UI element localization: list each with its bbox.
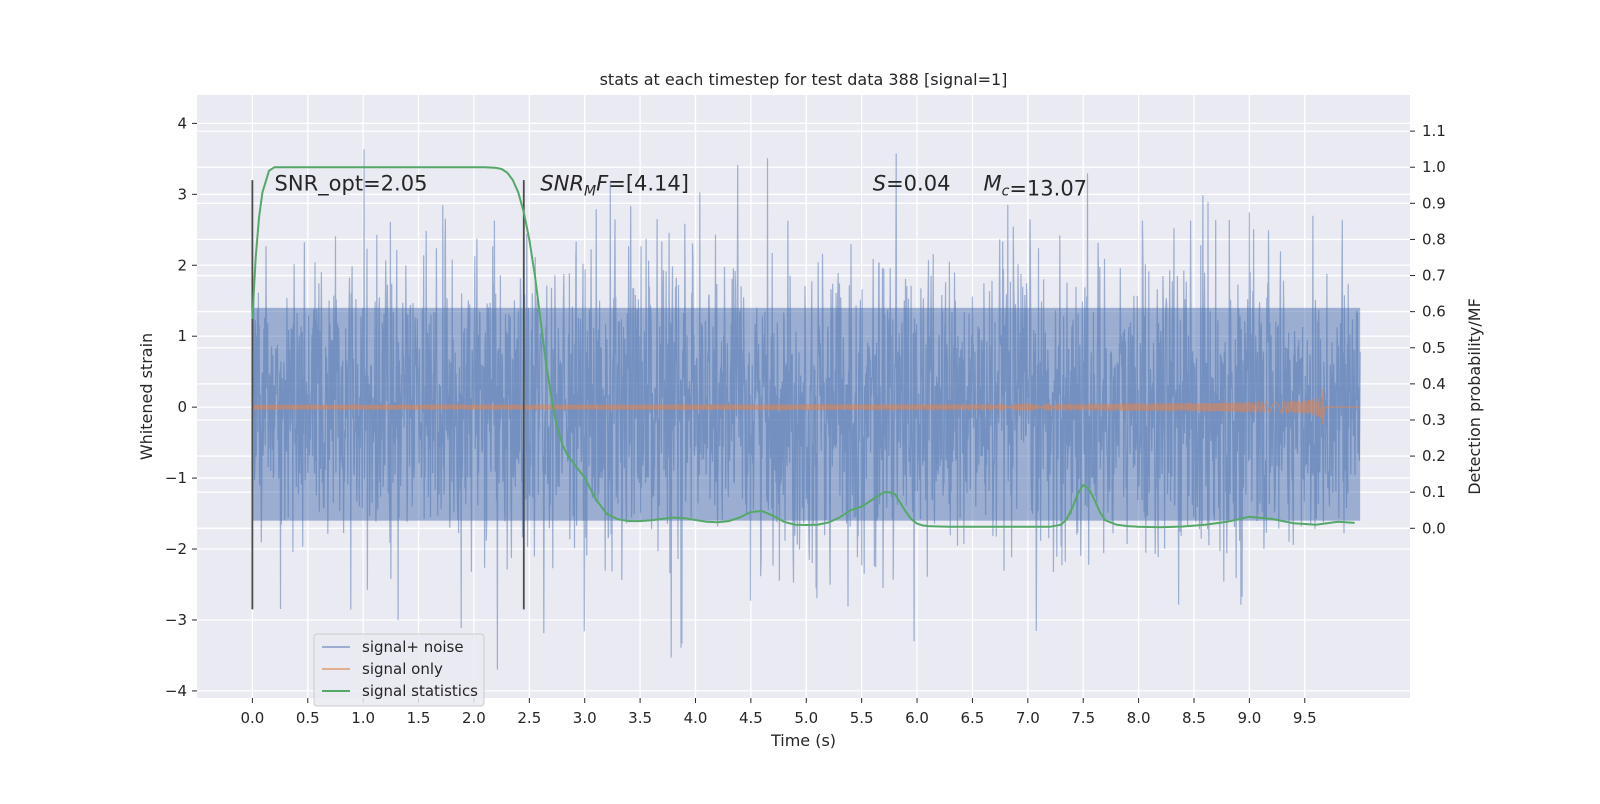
x-tick-label: 9.0 (1237, 709, 1261, 727)
x-tick-label: 5.0 (794, 709, 818, 727)
x-tick-label: 9.5 (1293, 709, 1317, 727)
y-right-tick-label: 0.1 (1422, 483, 1446, 501)
x-tick-label: 3.5 (628, 709, 652, 727)
y-tick-label: −2 (165, 540, 187, 558)
y-right-tick-label: 1.0 (1422, 158, 1446, 176)
x-tick-label: 0.0 (240, 709, 264, 727)
x-tick-label: 4.0 (684, 709, 708, 727)
y-tick-label: 0 (177, 398, 187, 416)
y-right-tick-label: 0.7 (1422, 267, 1446, 285)
x-tick-label: 0.5 (296, 709, 320, 727)
annotation-mc: Mc=13.07 (984, 172, 1088, 201)
legend-label-signal-only: signal only (362, 660, 443, 678)
y-right-tick-label: 0.5 (1422, 339, 1446, 357)
y-right-tick-label: 0.8 (1422, 230, 1446, 248)
x-tick-label: 7.0 (1016, 709, 1040, 727)
y-right-tick-label: 0.2 (1422, 447, 1446, 465)
x-tick-label: 2.5 (517, 709, 541, 727)
annotation-snr-mf: SNRMF=[4.14] (540, 172, 689, 200)
y-tick-label: −4 (165, 682, 187, 700)
y-tick-label: −3 (165, 611, 187, 629)
legend-label-signal-statistics: signal statistics (362, 682, 478, 700)
legend-label-signal-noise: signal+ noise (362, 638, 464, 656)
y-right-axis-label: Detection probability/MF (1465, 298, 1484, 495)
legend-box (313, 633, 485, 707)
ticks: 0.0 0.5 1.0 1.5 2.0 2.5 3.0 3.5 4.0 4.5 5.0 5.5 6.0 6… (165, 114, 1446, 727)
signal-noise-band (252, 307, 1361, 521)
x-tick-label: 7.5 (1071, 709, 1095, 727)
annotation-s: S=0.04 (873, 172, 951, 196)
annotations: SNR_opt=2.05 SNRMF=[4.14] S=0.04 Mc=13.0… (275, 172, 1088, 201)
y-tick-label: −1 (165, 469, 187, 487)
y-right-tick-label: 0.3 (1422, 411, 1446, 429)
signal-statistics-line (251, 166, 1355, 529)
signal-noise-series (251, 149, 1361, 670)
y-tick-label: 4 (177, 114, 187, 132)
x-tick-label: 8.0 (1127, 709, 1151, 727)
vlines (251, 180, 525, 610)
signal-only-series (251, 389, 1361, 424)
x-axis-label: Time (s) (770, 731, 836, 750)
signal-only-line (251, 389, 1361, 424)
y-right-tick-label: 0.4 (1422, 375, 1446, 393)
y-right-tick-label: 0.9 (1422, 194, 1446, 212)
x-tick-label: 1.5 (407, 709, 431, 727)
x-tick-label: 3.0 (573, 709, 597, 727)
annotation-snr-opt: SNR_opt=2.05 (275, 172, 428, 197)
y-tick-label: 1 (177, 327, 187, 345)
y-tick-label: 2 (177, 256, 187, 274)
x-tick-label: 6.5 (961, 709, 985, 727)
x-tick-label: 6.0 (905, 709, 929, 727)
x-tick-label: 4.5 (739, 709, 763, 727)
signal-statistics-series (251, 166, 1355, 529)
x-tick-label: 2.0 (462, 709, 486, 727)
y-axis-label: Whitened strain (137, 333, 156, 460)
y-tick-label: 3 (177, 185, 187, 203)
x-tick-label: 5.5 (850, 709, 874, 727)
x-tick-label: 1.0 (351, 709, 375, 727)
x-tick-label: 8.5 (1182, 709, 1206, 727)
chart-title: stats at each timestep for test data 388… (600, 70, 1008, 89)
y-right-tick-label: 1.1 (1422, 122, 1446, 140)
legend: signal+ noise signal only signal statist… (313, 633, 485, 707)
y-right-tick-label: 0.6 (1422, 303, 1446, 321)
y-right-tick-label: 0.0 (1422, 519, 1446, 537)
